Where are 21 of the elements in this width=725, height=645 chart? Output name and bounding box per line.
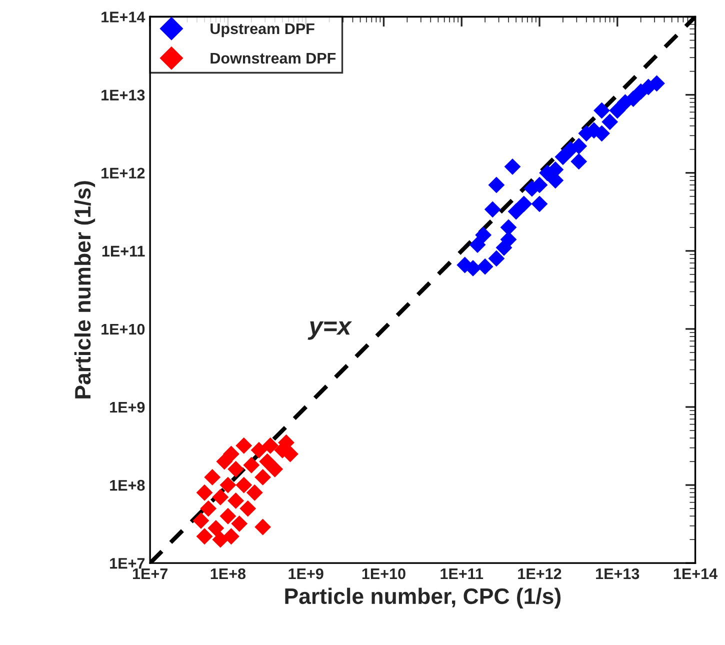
- x-tick-label: 1E+9: [288, 568, 324, 580]
- y-tick-label: 1E+14: [102, 12, 146, 22]
- x-tick-label: 1E+11: [440, 568, 484, 580]
- y-tick-label: 1E+12: [102, 168, 145, 178]
- x-tick-label: 1E+12: [518, 568, 562, 580]
- annotation: y=x: [308, 321, 352, 340]
- legend-label: Downstream DPF: [210, 52, 336, 64]
- y-tick-label: 1E+10: [102, 324, 145, 335]
- y-tick-label: 1E+11: [102, 246, 145, 256]
- x-tick-label: 1E+14: [674, 568, 718, 580]
- y-tick-label: 1E+8: [110, 480, 145, 491]
- y-tick-label: 1E+13: [102, 90, 145, 101]
- legend-label: Upstream DPF: [210, 23, 314, 38]
- x-axis-title: Particle number, CPC (1/s): [285, 588, 561, 608]
- y-axis-title: Particle number (1/s): [74, 181, 96, 398]
- y-tick-label: 1E+7: [110, 558, 145, 569]
- x-tick-label: 1E+13: [596, 568, 640, 580]
- x-tick-label: 1E+7: [132, 568, 168, 580]
- x-tick-label: 1E+8: [210, 568, 246, 580]
- x-tick-label: 1E+10: [362, 568, 406, 580]
- y-tick-label: 1E+9: [110, 402, 145, 413]
